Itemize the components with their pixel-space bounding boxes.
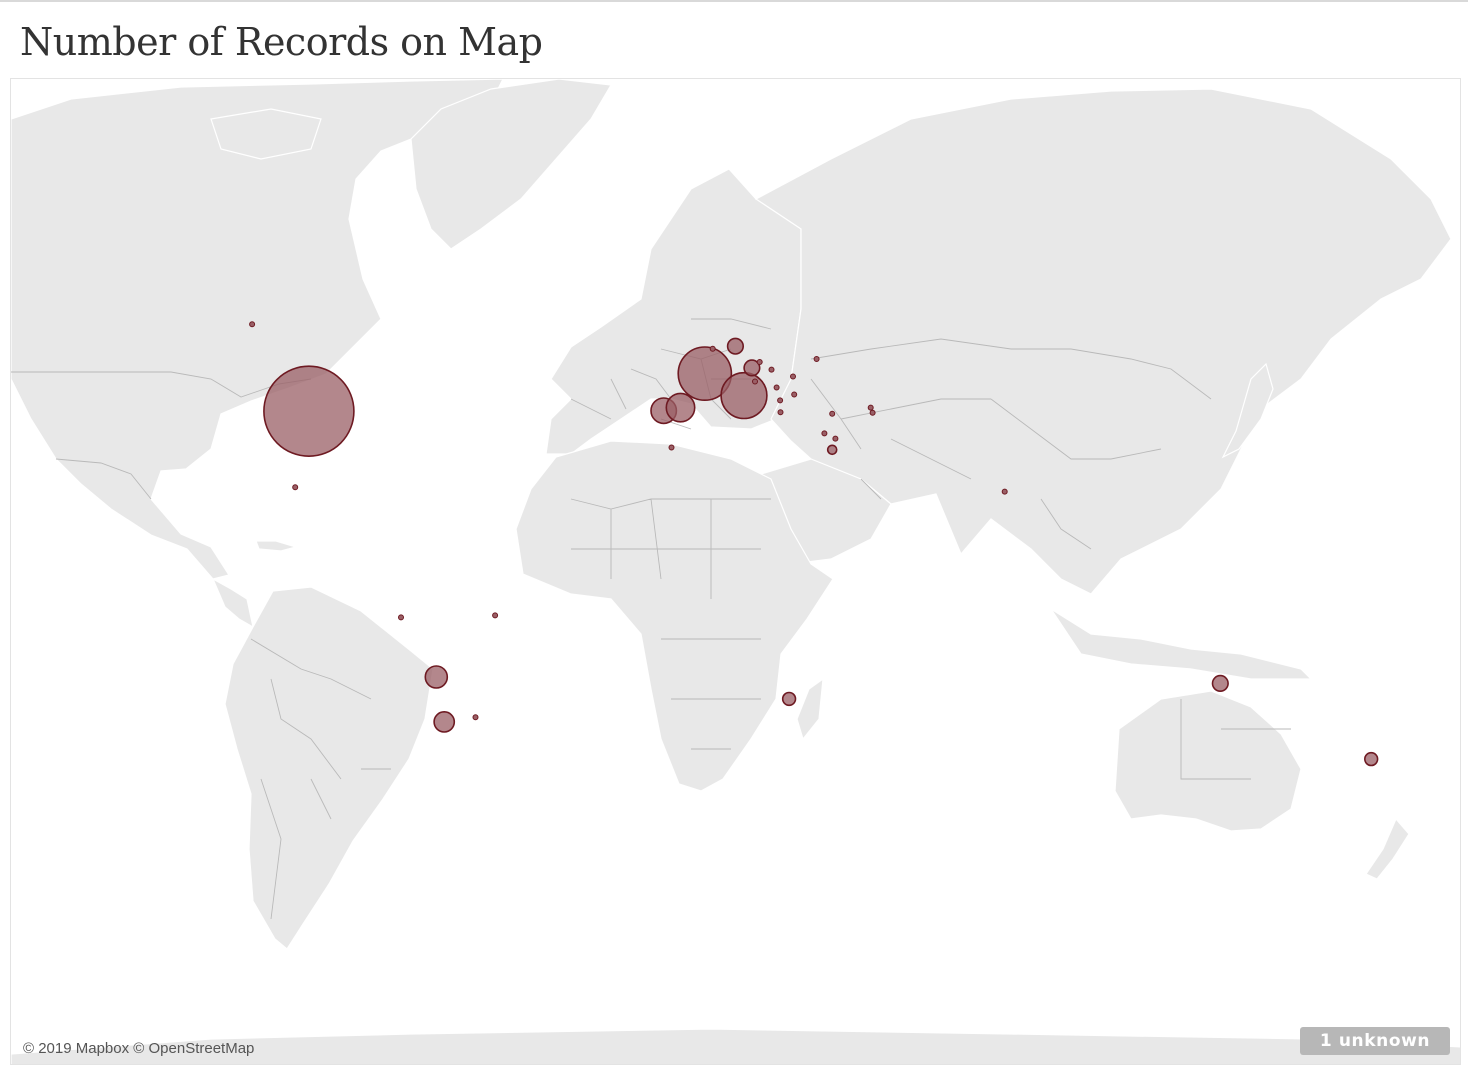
record-marker[interactable] [263,365,355,458]
map-attribution[interactable]: © 2019 Mapbox © OpenStreetMap [23,1040,255,1057]
land-japan [1221,362,1274,459]
record-marker[interactable] [726,337,745,355]
land-madagascar [796,677,824,741]
land-indonesia [1050,608,1313,680]
record-marker[interactable] [433,711,456,733]
border-africa [570,498,771,750]
record-marker[interactable] [756,359,763,365]
land-australia [1114,690,1302,832]
border-australia [1180,699,1291,780]
record-marker[interactable] [867,404,874,411]
record-marker[interactable] [869,409,876,416]
record-marker[interactable] [492,612,499,619]
record-marker[interactable] [709,345,716,352]
record-marker[interactable] [398,614,404,621]
record-marker[interactable] [720,371,768,420]
record-marker[interactable] [832,435,839,442]
record-marker[interactable] [424,665,449,689]
record-marker[interactable] [777,397,784,404]
land-caribbean [255,540,299,552]
land-africa [515,440,834,792]
land-new-zealand [1365,817,1410,880]
page-title: Number of Records on Map [20,20,543,64]
record-marker[interactable] [790,373,796,380]
unknown-locations-indicator[interactable]: 1 unknown [1300,1027,1450,1055]
border-south-america [250,638,391,920]
record-marker[interactable] [829,410,836,417]
land-greenland [410,79,612,250]
record-marker[interactable] [1363,751,1379,767]
record-marker[interactable] [821,430,828,437]
record-marker[interactable] [677,346,733,402]
record-marker[interactable] [1211,674,1229,693]
map-view[interactable]: © 2019 Mapbox © OpenStreetMap 1 unknown [10,78,1461,1065]
record-marker[interactable] [752,378,758,385]
record-marker[interactable] [813,356,820,362]
record-marker[interactable] [826,444,838,456]
record-markers[interactable] [249,321,1379,767]
land-arctic-islands [210,108,322,160]
record-marker[interactable] [1001,488,1008,495]
record-marker[interactable] [292,484,299,491]
world-map[interactable] [11,79,1461,1065]
record-marker[interactable] [249,321,256,328]
record-marker[interactable] [472,714,479,721]
border-us-mexico [55,458,152,500]
record-marker[interactable] [781,691,797,707]
record-marker[interactable] [773,384,780,391]
land-asia [754,88,1452,595]
landmasses [11,79,1460,1064]
record-marker[interactable] [665,392,696,423]
record-marker[interactable] [768,366,775,373]
record-marker[interactable] [743,359,761,377]
land-south-america [224,586,434,950]
top-divider [0,0,1468,2]
record-marker[interactable] [777,409,784,416]
record-marker[interactable] [791,391,798,398]
border-asia [810,338,1212,550]
land-antarctica [11,1028,1460,1064]
record-marker[interactable] [668,444,675,451]
